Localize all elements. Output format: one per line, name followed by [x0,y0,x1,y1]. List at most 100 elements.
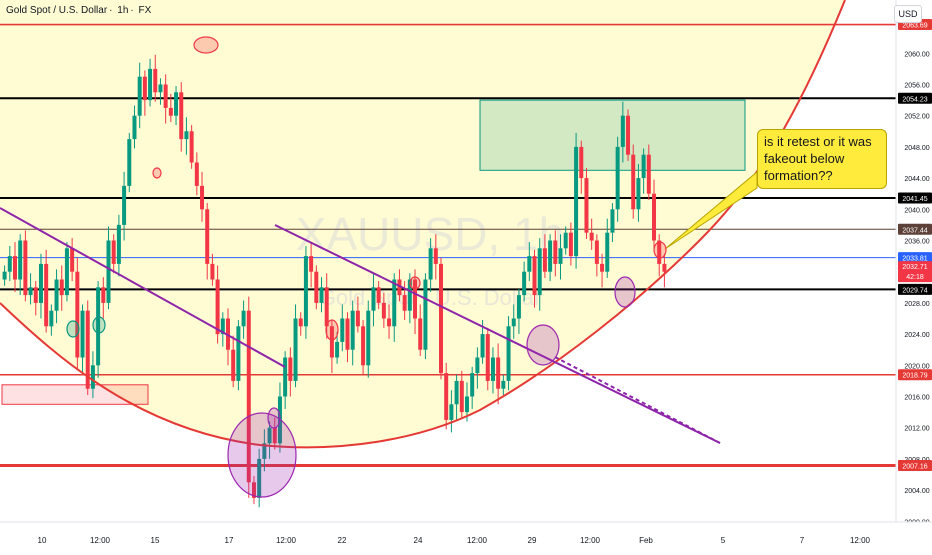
candles [2,54,667,508]
candle-body [163,84,168,108]
candle-body [553,240,558,264]
candle-body [96,287,101,366]
price-tag-2033.81: 2033.81 [902,256,927,263]
highlight-ellipse [152,167,162,179]
currency-button[interactable]: USD [894,5,922,23]
highlight-ellipse [614,276,636,308]
candle-body [397,279,402,296]
time-tick-label: 12:00 [580,536,601,545]
time-tick-label: Feb [639,536,653,545]
demand-zone [1,384,149,405]
interval-label[interactable]: 1h [117,5,129,16]
supply-zone [479,99,746,171]
candle-body [215,279,220,335]
price-tag-bg [898,92,932,104]
candle-body [610,209,615,233]
candle-body [288,357,293,381]
candle-body [90,365,95,389]
time-tick-label: 17 [225,536,234,545]
candle-body [111,240,116,264]
candle-body [340,318,345,342]
highlight-ellipse [409,276,421,290]
last-price-label: 2032.71 [902,264,927,271]
candle-body [496,357,501,389]
candle-body [480,334,485,358]
candle-body [485,334,490,381]
price-tick-label: 2044.00 [904,176,929,183]
price-tag-2007.16: 2007.16 [902,463,927,470]
candle-body [246,310,251,483]
candle-body [324,287,329,327]
candle-body [444,373,449,420]
time-tick-label: 5 [721,536,726,545]
drawings[interactable] [0,0,846,498]
candle-body [542,248,547,272]
candle-body [168,107,173,116]
highlight-ellipse [92,316,106,334]
time-tick-label: 24 [414,536,423,545]
candle-body [283,357,288,397]
candle-body [475,357,480,374]
price-levels [0,23,896,467]
candle-body [293,318,298,381]
candle-body [116,224,121,264]
chart-header: Gold Spot / U.S. Dollar · 1h · FX [6,5,152,16]
time-tick-label: 7 [800,536,805,545]
candle-body [12,256,17,280]
candle-body [137,76,142,116]
price-tick-label: 2056.00 [904,83,929,90]
candle-body [657,240,662,264]
candle-body [142,76,147,101]
candle-body [158,84,163,93]
candle-body [18,240,23,280]
candle-body [189,131,194,163]
candle-body [646,154,651,194]
candle-body [272,427,277,444]
price-tick-label: 2028.00 [904,301,929,308]
time-tick-label: 22 [338,536,347,545]
candle-body [80,310,85,358]
candle-body [516,295,521,319]
price-tags: 2063.69 2054.23 2041.45 2037.44 2033.81 2029.… [898,19,932,471]
candle-body [303,256,308,327]
price-tick-label: 2060.00 [904,51,929,58]
candle-body [439,263,444,374]
candle-body [33,287,38,303]
candle-body [355,310,360,327]
trendline-extension [554,356,721,444]
candle-body [314,271,319,303]
candle-body [387,318,392,327]
candle-body [329,326,334,358]
highlight-ellipse [325,319,339,341]
candle-body [54,279,59,311]
candle-body [361,326,366,366]
candle-body [319,287,324,303]
candle-body [641,154,646,179]
price-tag-bg [898,369,932,381]
candle-body [413,279,418,319]
zones [1,99,746,405]
price-tag-bg [898,252,932,264]
candle-body [148,68,153,101]
candle-body [59,279,64,296]
candle-body [594,240,599,264]
candle-body [28,287,33,296]
candle-body [267,427,272,444]
candle-body [449,404,454,420]
time-axis[interactable]: 10 12:00 15 17 12:00 22 24 12:00 29 12:00 Feb 5 7 12:… [0,521,932,550]
candle-body [579,146,584,179]
candle-body [626,115,631,155]
candle-body [127,139,132,186]
price-tick-label: 2016.00 [904,395,929,402]
symbol-title[interactable]: Gold Spot / U.S. Dollar [6,5,108,16]
candle-body [366,310,371,366]
candle-body [309,256,314,272]
price-tag-bg [898,192,932,204]
candle-body [501,380,506,389]
price-tag-2037.44: 2037.44 [902,227,927,234]
candle-body [418,318,423,350]
annotation-callout[interactable]: is it retest or it was fakeout below for… [757,129,887,189]
candle-body [459,380,464,413]
candle-body [132,115,137,140]
